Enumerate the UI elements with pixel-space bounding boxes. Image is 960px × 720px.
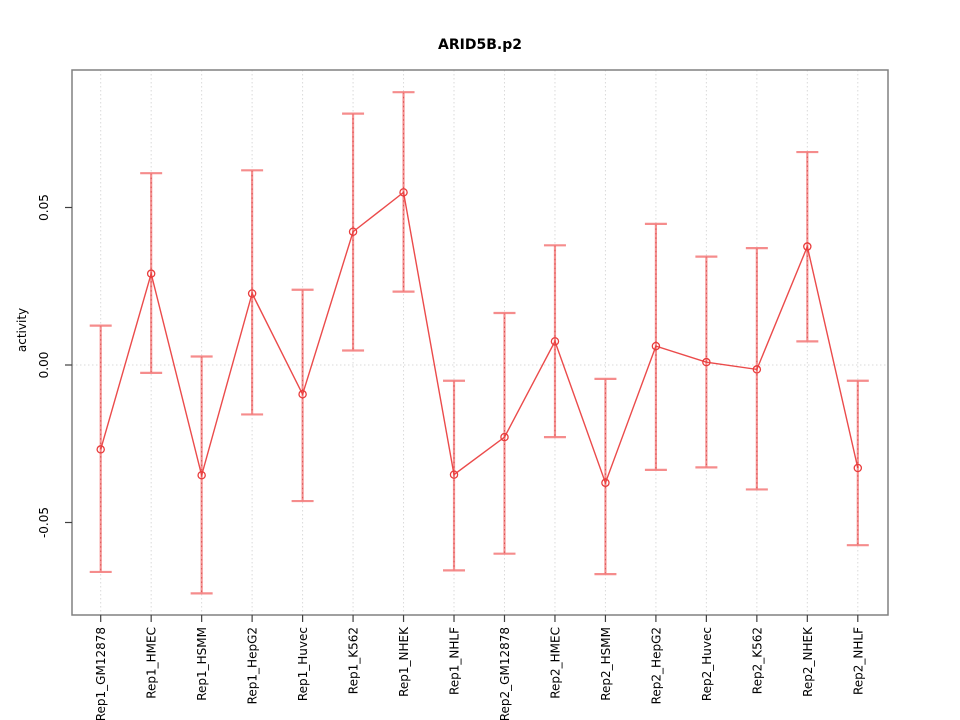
data-point-marker (449, 470, 459, 479)
data-point-marker (702, 357, 711, 367)
data-point-marker (500, 432, 509, 442)
data-point-marker (853, 463, 863, 473)
x-tick-label: Rep1_HSMM (195, 627, 209, 701)
x-tick-label: Rep1_GM12878 (94, 627, 108, 720)
x-tick-label: Rep2_K562 (750, 627, 764, 694)
x-tick-label: Rep2_NHEK (801, 626, 815, 697)
data-point-marker (651, 341, 661, 351)
x-tick-label: Rep1_HMEC (145, 627, 159, 699)
x-tick-label: Rep1_HepG2 (246, 627, 260, 704)
data-point-marker (96, 445, 105, 454)
data-point-marker (399, 188, 408, 197)
data-point-marker (601, 478, 610, 488)
y-tick-label: 0.00 (37, 352, 51, 379)
x-tick-label: Rep1_NHLF (448, 627, 462, 695)
data-point-marker (550, 337, 560, 346)
x-tick-label: Rep2_GM12878 (498, 627, 512, 720)
x-tick-label: Rep2_HepG2 (649, 627, 663, 704)
data-point-marker (146, 269, 156, 278)
series-line (100, 191, 859, 485)
data-point-marker (348, 227, 358, 237)
plot-frame (71, 69, 889, 616)
x-tick-label: Rep1_K562 (347, 627, 361, 694)
y-axis-title: activity (15, 308, 29, 352)
data-point-marker (752, 365, 762, 374)
x-tick-label: Rep2_NHLF (851, 627, 865, 695)
x-tick-label: Rep1_Huvec (296, 627, 310, 701)
x-tick-label: Rep2_HSMM (599, 627, 613, 701)
data-point-marker (298, 390, 307, 399)
x-tick-label: Rep1_NHEK (397, 626, 411, 697)
y-tick-label: -0.05 (37, 507, 51, 538)
data-point-marker (247, 289, 257, 298)
data-point-marker (803, 242, 812, 251)
chart-title: ARID5B.p2 (438, 37, 522, 53)
y-tick-label: 0.05 (37, 194, 51, 221)
x-tick-label: Rep2_Huvec (700, 627, 714, 701)
data-point-marker (197, 470, 206, 480)
x-tick-label: Rep2_HMEC (548, 627, 562, 699)
